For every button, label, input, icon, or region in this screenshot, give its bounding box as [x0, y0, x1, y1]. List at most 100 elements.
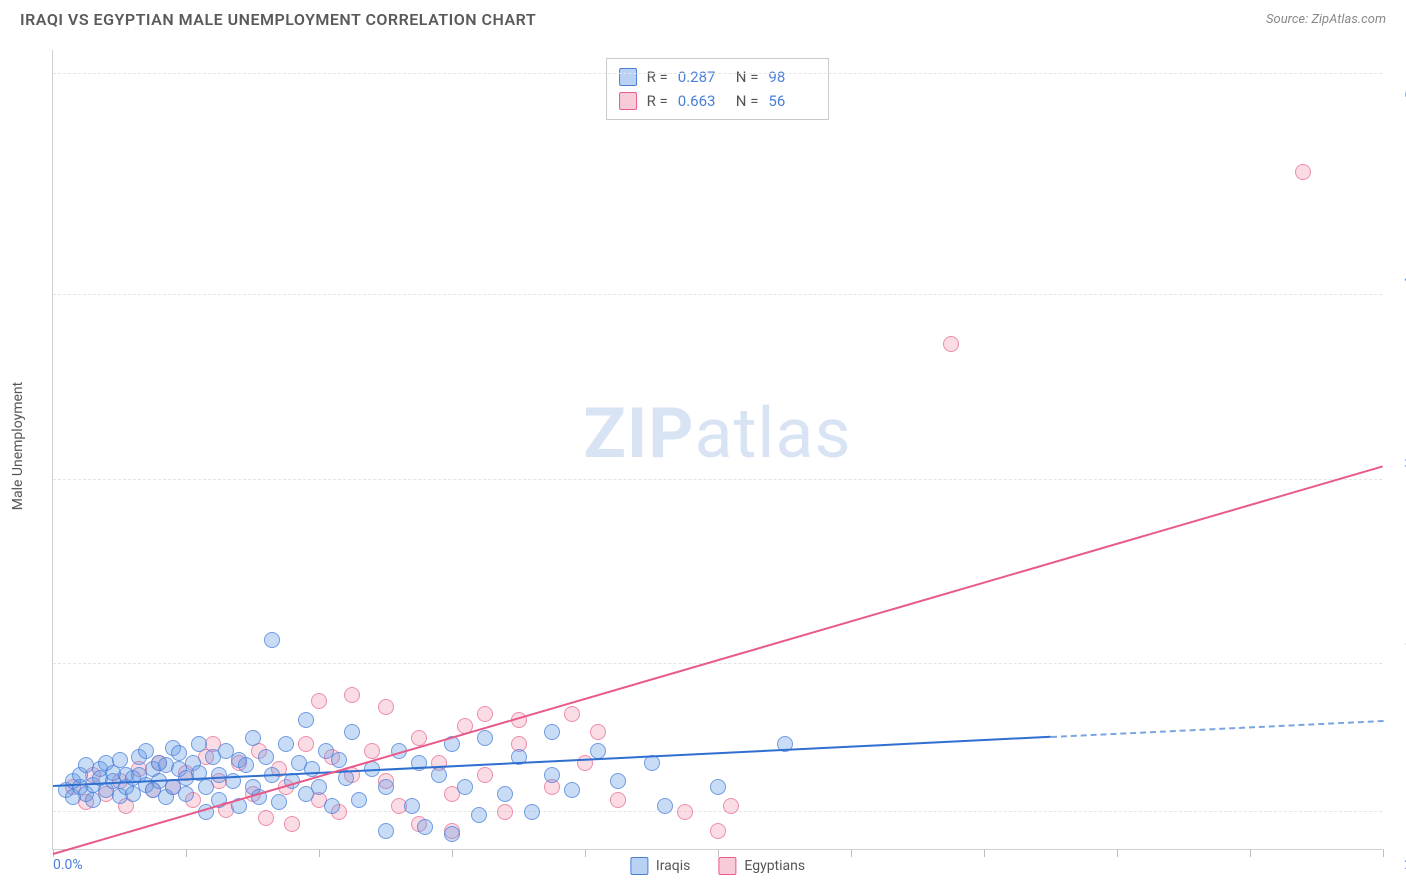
- x-tick: [452, 849, 453, 857]
- data-point: [544, 767, 560, 783]
- x-tick: [718, 849, 719, 857]
- legend-swatch: [619, 68, 637, 86]
- data-point: [417, 819, 433, 835]
- data-point: [590, 724, 606, 740]
- legend-item: Iraqis: [630, 857, 690, 875]
- x-tick: [186, 849, 187, 857]
- source-credit: Source: ZipAtlas.com: [1266, 12, 1386, 27]
- data-point: [178, 786, 194, 802]
- data-point: [344, 724, 360, 740]
- scatter-chart: ZIPatlas R =0.287N =98R =0.663N =56 Iraq…: [52, 50, 1382, 850]
- data-point: [710, 823, 726, 839]
- x-tick: [585, 849, 586, 857]
- stats-row: R =0.663N =56: [619, 89, 817, 113]
- data-point: [378, 779, 394, 795]
- data-point: [198, 779, 214, 795]
- data-point: [351, 792, 367, 808]
- data-point: [264, 632, 280, 648]
- gridline: [53, 479, 1382, 480]
- y-tick-label: 60.0%: [1387, 87, 1406, 103]
- x-tick: [1383, 849, 1384, 857]
- data-point: [311, 693, 327, 709]
- data-point: [271, 794, 287, 810]
- data-point: [497, 804, 513, 820]
- data-point: [710, 779, 726, 795]
- stats-row: R = 0.287 N = 98: [619, 65, 817, 89]
- data-point: [657, 798, 673, 814]
- n-value: 98: [768, 65, 816, 89]
- data-point: [723, 798, 739, 814]
- data-point: [524, 804, 540, 820]
- n-label: N =: [736, 65, 759, 89]
- watermark: ZIPatlas: [583, 393, 851, 475]
- data-point: [477, 730, 493, 746]
- data-point: [378, 823, 394, 839]
- data-point: [298, 736, 314, 752]
- r-value: 0.663: [678, 89, 726, 113]
- data-point: [477, 767, 493, 783]
- r-label: R =: [647, 89, 668, 113]
- data-point: [284, 816, 300, 832]
- x-tick: [851, 849, 852, 857]
- data-point: [238, 757, 254, 773]
- data-point: [577, 755, 593, 771]
- data-point: [112, 752, 128, 768]
- y-axis-label: Male Unemployment: [10, 382, 26, 510]
- data-point: [245, 730, 261, 746]
- data-point: [138, 743, 154, 759]
- data-point: [324, 798, 340, 814]
- legend-swatch: [630, 857, 648, 875]
- data-point: [331, 752, 347, 768]
- trend-line: [53, 465, 1384, 855]
- data-point: [344, 687, 360, 703]
- r-value: 0.287: [678, 65, 726, 89]
- data-point: [544, 724, 560, 740]
- gridline: [53, 294, 1382, 295]
- legend-item: Egyptians: [718, 857, 805, 875]
- data-point: [471, 807, 487, 823]
- stats-legend-box: R =0.287N =98R =0.663N =56: [606, 58, 830, 120]
- y-tick-label: 45.0%: [1387, 271, 1406, 287]
- x-tick: [1117, 849, 1118, 857]
- x-tick-label: 0.0%: [53, 857, 83, 873]
- n-label: N =: [736, 89, 759, 113]
- gridline: [53, 73, 1382, 74]
- data-point: [564, 706, 580, 722]
- legend-label: Egyptians: [744, 858, 805, 874]
- data-point: [943, 336, 959, 352]
- data-point: [258, 810, 274, 826]
- data-point: [258, 749, 274, 765]
- data-point: [564, 782, 580, 798]
- data-point: [444, 826, 460, 842]
- x-tick: [319, 849, 320, 857]
- data-point: [610, 792, 626, 808]
- y-tick-label: 30.0%: [1387, 456, 1406, 472]
- data-point: [311, 779, 327, 795]
- data-point: [431, 767, 447, 783]
- chart-title: IRAQI VS EGYPTIAN MALE UNEMPLOYMENT CORR…: [20, 10, 536, 29]
- data-point: [278, 736, 294, 752]
- data-point: [610, 773, 626, 789]
- y-tick-label: 15.0%: [1387, 640, 1406, 656]
- data-point: [457, 779, 473, 795]
- data-point: [378, 699, 394, 715]
- data-point: [404, 798, 420, 814]
- data-point: [298, 712, 314, 728]
- legend-label: Iraqis: [656, 858, 690, 874]
- legend-swatch: [718, 857, 736, 875]
- legend-swatch: [619, 92, 637, 110]
- gridline: [53, 663, 1382, 664]
- x-tick: [984, 849, 985, 857]
- data-point: [364, 743, 380, 759]
- data-point: [590, 743, 606, 759]
- data-point: [677, 804, 693, 820]
- x-tick-label: 20.0%: [1387, 857, 1406, 873]
- data-point: [497, 786, 513, 802]
- gridline: [53, 811, 1382, 812]
- r-label: R =: [647, 65, 668, 89]
- data-point: [191, 736, 207, 752]
- data-point: [477, 706, 493, 722]
- x-tick: [1250, 849, 1251, 857]
- trend-line: [1050, 720, 1383, 738]
- series-legend: Iraqis Egyptians: [630, 857, 805, 875]
